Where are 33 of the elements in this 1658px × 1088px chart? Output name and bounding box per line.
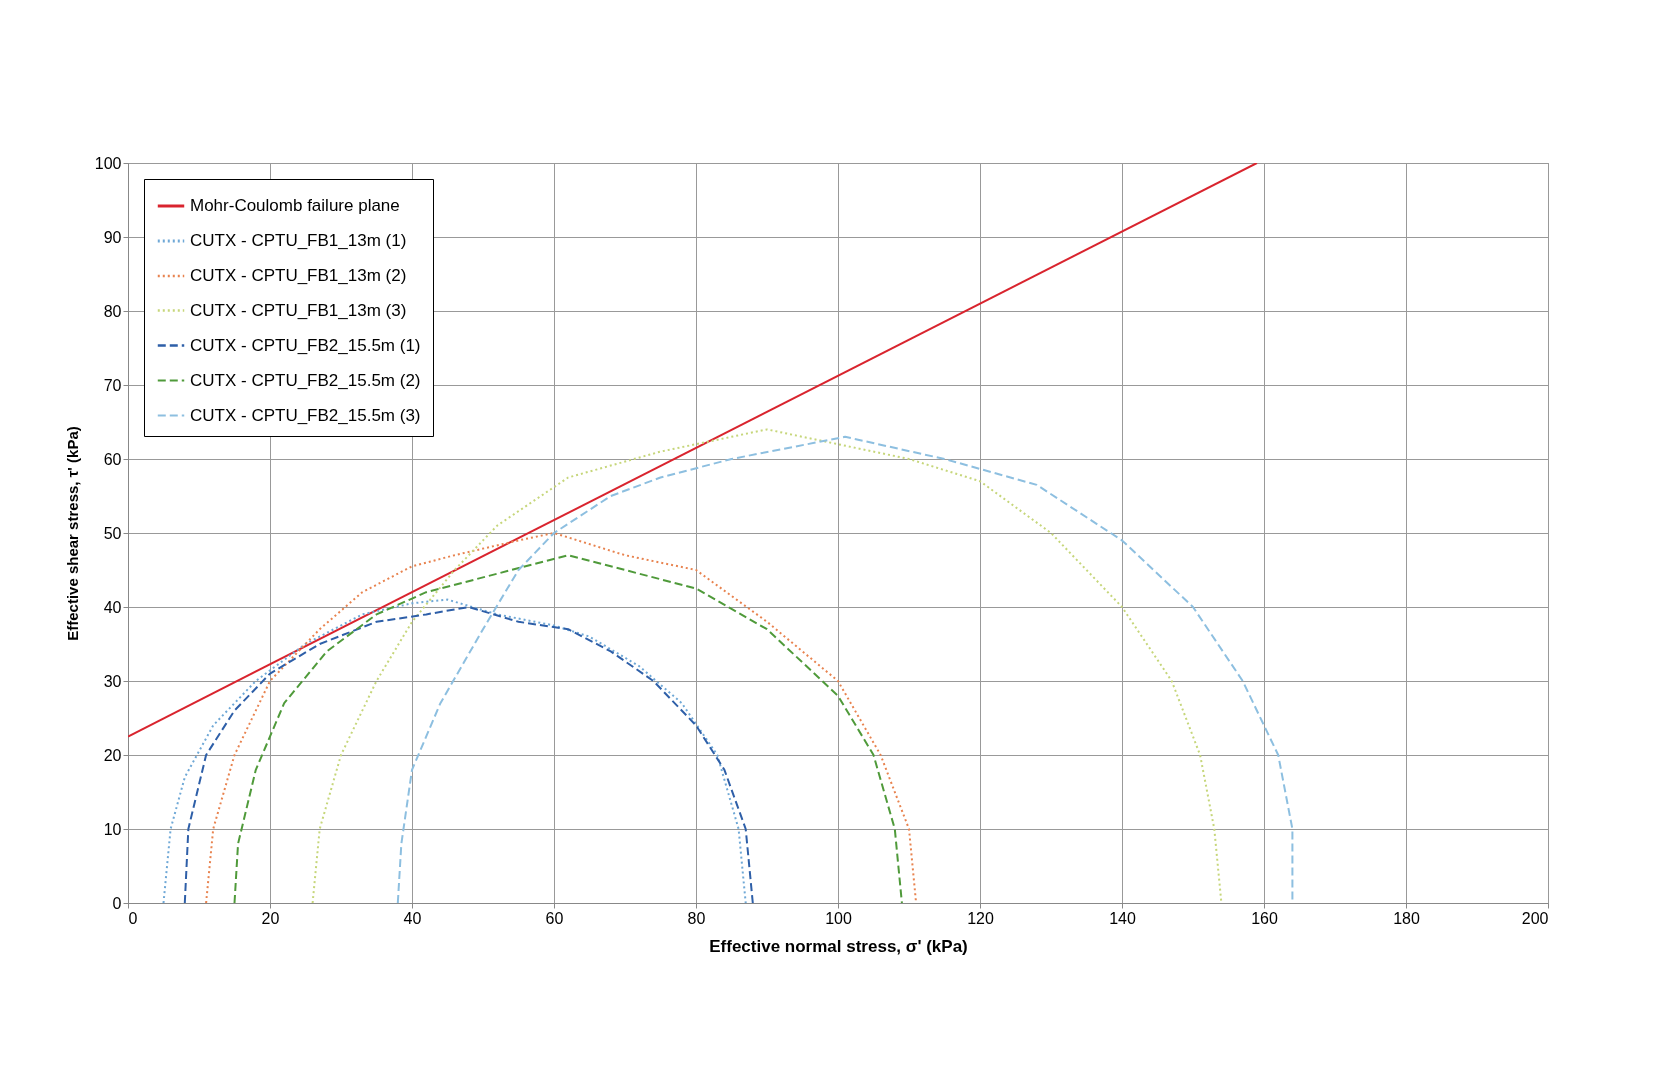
y-tick-label: 70: [103, 376, 122, 394]
x-tick-label: 80: [687, 909, 706, 927]
x-axis-title: Effective normal stress, σ' (kPa): [709, 936, 968, 956]
y-tick-label: 90: [103, 228, 122, 246]
y-tick-label: 40: [103, 598, 122, 616]
legend-label: CUTX - CPTU_FB2_15.5m (1): [190, 335, 421, 355]
y-tick-label: 0: [112, 894, 122, 912]
y-tick-label: 50: [103, 524, 122, 542]
line-series: [396, 435, 1294, 903]
x-tick-label: 140: [1109, 909, 1136, 927]
legend-label: Mohr-Coulomb failure plane: [190, 196, 400, 215]
x-tick-label: 60: [545, 909, 564, 927]
y-tick-label: 80: [103, 302, 122, 320]
x-tick-label: 0: [128, 909, 138, 927]
legend-label: CUTX - CPTU_FB1_13m (3): [190, 300, 407, 320]
y-axis-title: Effective shear stress, τ' (kPa): [63, 426, 81, 641]
y-tick-label: 20: [103, 746, 122, 764]
x-tick-label: 100: [825, 909, 852, 927]
x-tick-label: 180: [1393, 909, 1420, 927]
x-tick-label: 120: [967, 909, 994, 927]
x-tick-label: 40: [403, 909, 422, 927]
y-tick-label: 100: [94, 154, 122, 172]
legend-label: CUTX - CPTU_FB2_15.5m (3): [190, 405, 421, 425]
line-series: [311, 428, 1223, 903]
x-tick-label: 200: [1521, 909, 1549, 927]
y-tick-label: 60: [103, 450, 122, 468]
y-tick-label: 30: [103, 672, 122, 690]
x-tick-label: 160: [1251, 909, 1278, 927]
legend-label: CUTX - CPTU_FB2_15.5m (2): [190, 370, 421, 390]
legend-label: CUTX - CPTU_FB1_13m (1): [190, 231, 407, 250]
y-tick-label: 10: [103, 820, 122, 838]
x-tick-label: 20: [261, 909, 280, 927]
legend-label: CUTX - CPTU_FB1_13m (2): [190, 266, 407, 285]
